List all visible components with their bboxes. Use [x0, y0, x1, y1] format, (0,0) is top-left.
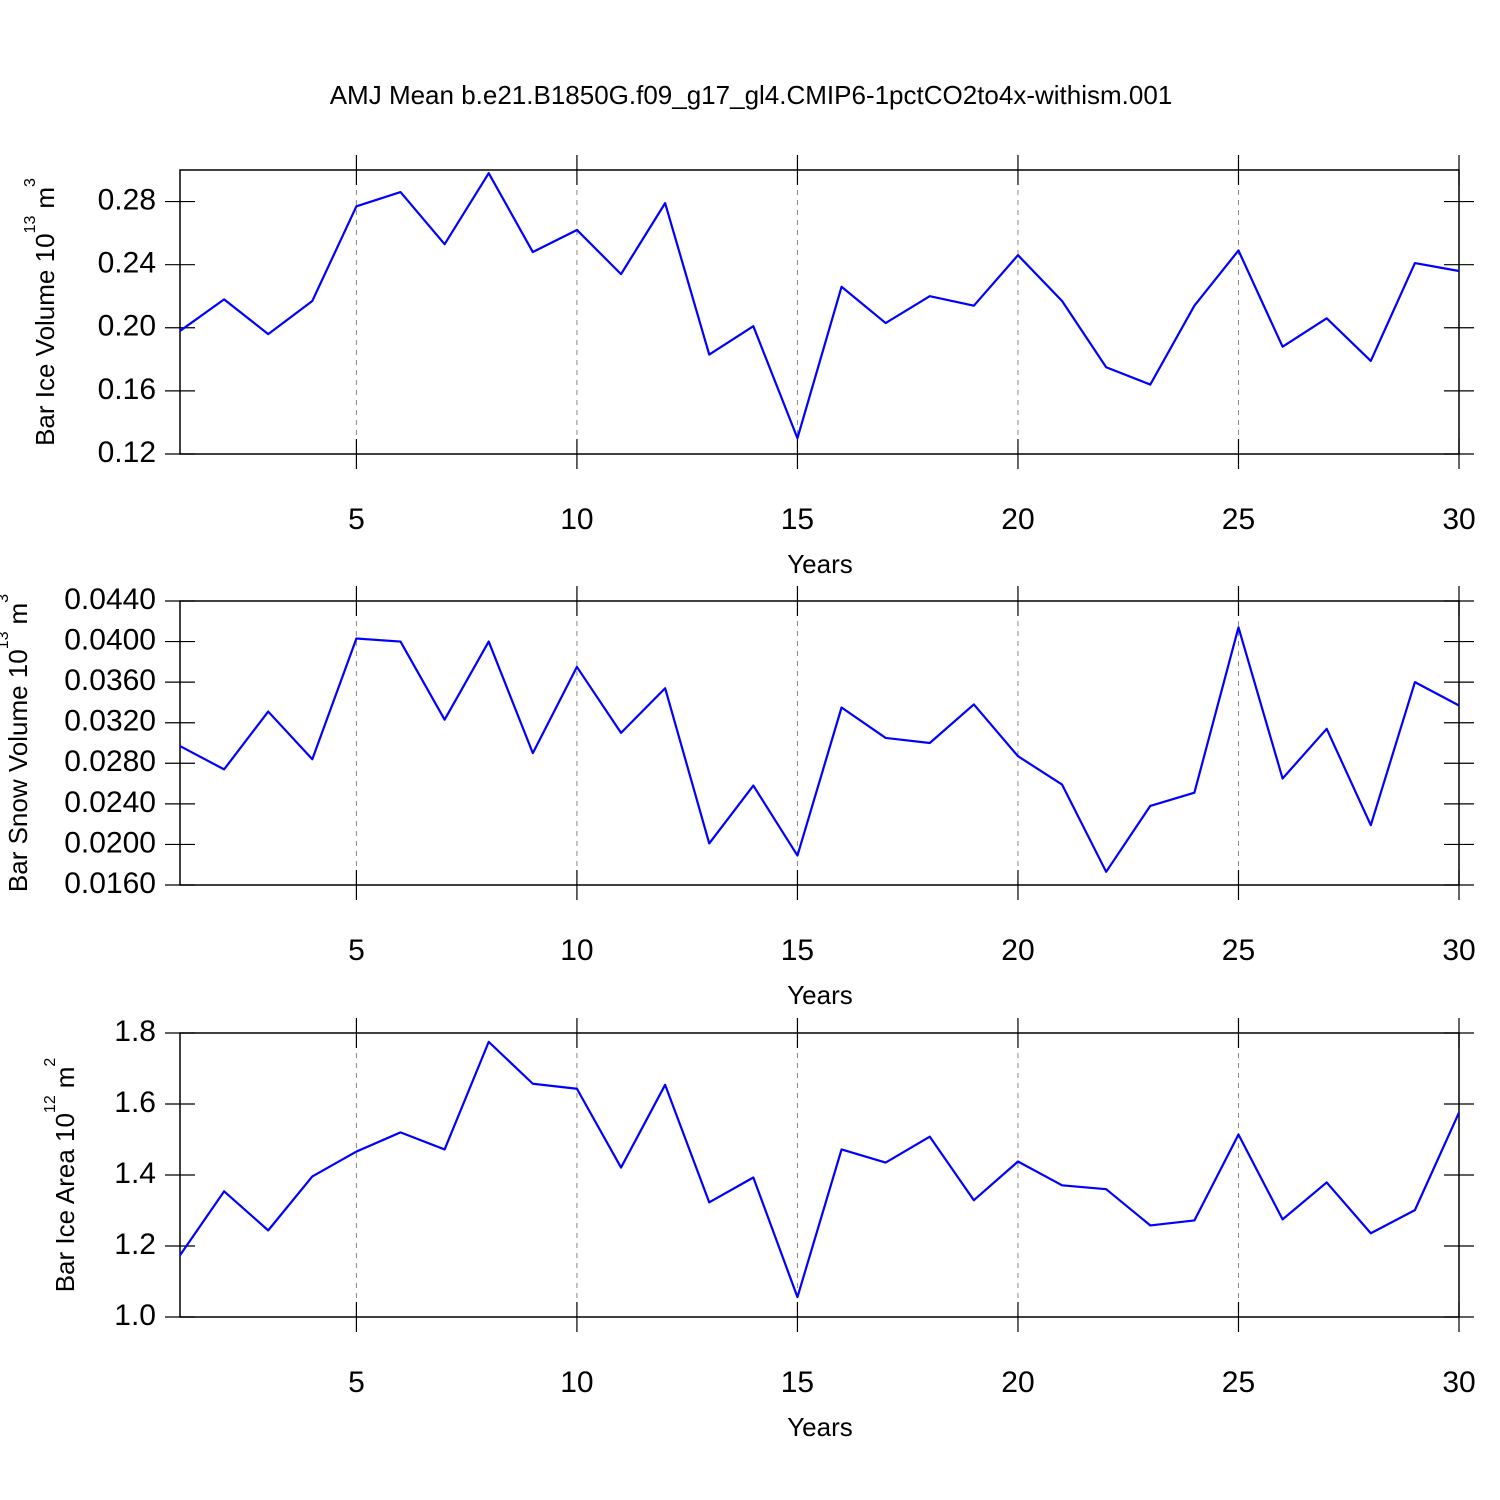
x-axis-label: Years: [787, 549, 853, 579]
plot-frame: [179, 169, 1460, 455]
y-tick-label: 0.28: [98, 183, 156, 216]
x-tick-label: 10: [560, 934, 593, 967]
y-tick-label: 0.0400: [64, 623, 156, 656]
x-tick-label: 20: [1001, 1366, 1034, 1399]
x-tick-label: 30: [1442, 1366, 1475, 1399]
y-axis-label-unit: m: [3, 603, 33, 625]
x-tick-label: 25: [1222, 934, 1255, 967]
y-tick-label: 1.2: [114, 1228, 156, 1261]
data-line: [179, 1040, 1461, 1299]
plot-frame: [179, 600, 1460, 886]
y-tick-label: 0.0440: [64, 583, 156, 616]
y-tick-label: 0.12: [98, 436, 156, 469]
x-tick-label: 15: [781, 1366, 814, 1399]
x-axis-label: Years: [787, 980, 853, 1010]
y-tick-label: 1.8: [114, 1015, 156, 1048]
y-axis-label-text: Bar Ice Area 10: [50, 1113, 80, 1292]
x-tick-label: 20: [1001, 503, 1034, 536]
y-axis-label-unit: m: [30, 187, 60, 209]
y-tick-label: 0.0200: [64, 826, 156, 859]
y-axis-label-unit-exponent: 3: [0, 594, 12, 603]
y-axis-label-exponent: 13: [22, 216, 39, 234]
y-tick-label: 0.0240: [64, 786, 156, 819]
x-tick-label: 25: [1222, 503, 1255, 536]
y-axis-label-text: Bar Snow Volume 10: [3, 649, 33, 892]
y-tick-label: 1.4: [114, 1157, 156, 1190]
x-tick-label: 25: [1222, 1366, 1255, 1399]
y-tick-label: 0.24: [98, 247, 156, 280]
x-tick-label: 15: [781, 503, 814, 536]
y-tick-label: 0.16: [98, 373, 156, 406]
x-tick-label: 5: [348, 503, 365, 536]
y-axis-label: Bar Snow Volume 1013 m3: [0, 594, 33, 892]
y-tick-label: 0.0360: [64, 664, 156, 697]
y-axis-label-unit-exponent: 3: [22, 178, 39, 187]
x-tick-label: 15: [781, 934, 814, 967]
y-axis-label: Bar Ice Area 1012 m2: [42, 1058, 80, 1293]
y-tick-label: 0.0320: [64, 705, 156, 738]
y-axis-label-unit-exponent: 2: [42, 1058, 59, 1067]
data-line: [179, 626, 1460, 873]
y-axis-label-exponent: 12: [42, 1095, 59, 1113]
x-axis-label: Years: [787, 1412, 853, 1442]
x-tick-label: 10: [560, 1366, 593, 1399]
figure-title: AMJ Mean b.e21.B1850G.f09_g17_gl4.CMIP6-…: [330, 80, 1173, 110]
y-tick-label: 0.20: [98, 310, 156, 343]
y-axis-label: Bar Ice Volume 1013 m3: [22, 178, 60, 446]
y-axis-label-text: Bar Ice Volume 10: [30, 233, 60, 445]
y-axis-label-unit: m: [50, 1067, 80, 1089]
data-line: [179, 172, 1460, 440]
y-tick-label: 0.0280: [64, 745, 156, 778]
x-tick-label: 5: [348, 1366, 365, 1399]
x-tick-label: 5: [348, 934, 365, 967]
y-tick-label: 1.0: [114, 1299, 156, 1332]
x-tick-label: 30: [1442, 934, 1475, 967]
x-tick-label: 10: [560, 503, 593, 536]
y-tick-label: 0.0160: [64, 867, 156, 900]
y-tick-label: 1.6: [114, 1086, 156, 1119]
y-axis-label-exponent: 13: [0, 631, 12, 649]
x-tick-label: 30: [1442, 503, 1475, 536]
x-tick-label: 20: [1001, 934, 1034, 967]
